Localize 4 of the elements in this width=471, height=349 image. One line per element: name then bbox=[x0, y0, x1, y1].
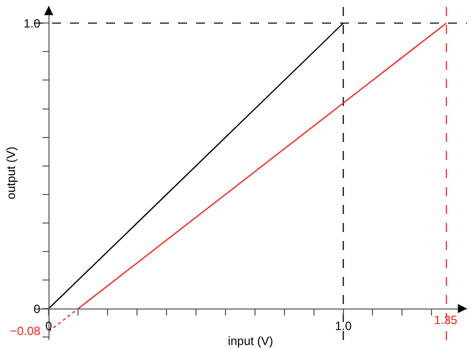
ref-line-label: 1.35 bbox=[434, 313, 458, 327]
annotation: −0.08 bbox=[10, 324, 41, 338]
x-axis-title: input (V) bbox=[228, 334, 274, 348]
y-axis-title: output (V) bbox=[4, 146, 18, 200]
